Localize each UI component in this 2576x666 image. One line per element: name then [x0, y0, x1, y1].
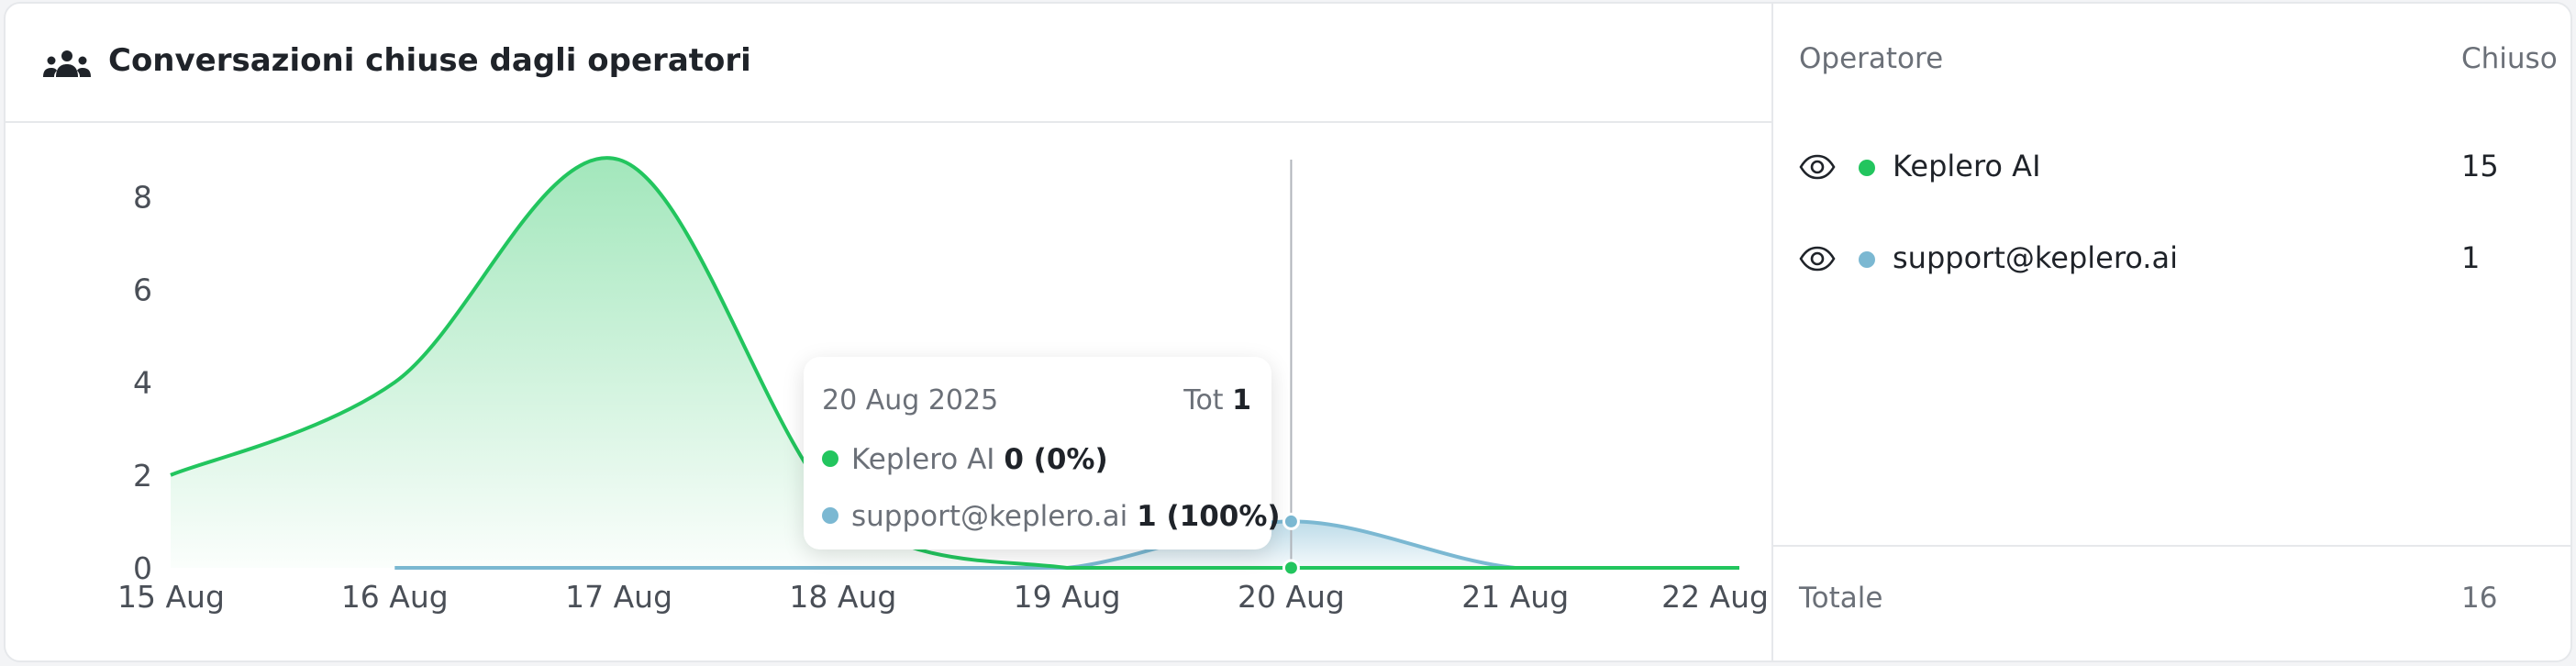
- x-tick-label: 22 Aug: [1661, 579, 1769, 615]
- series-area: [171, 158, 1739, 568]
- table-row: Keplero AI 15: [1773, 141, 2570, 205]
- tooltip-row: Keplero AI 0 (0%): [822, 443, 1108, 476]
- x-tick-label: 15 Aug: [117, 579, 225, 615]
- eye-icon[interactable]: [1799, 154, 1836, 180]
- y-tick-label: 6: [133, 272, 152, 308]
- series-dot: [822, 450, 838, 467]
- tooltip-series-value: 1 (100%): [1137, 500, 1281, 533]
- tooltip-series-name: support@keplero.ai: [851, 500, 1128, 533]
- chart-svg: 0 2 4 6 8 15 Aug 16 Aug 17 Aug 18 Aug 19 Aug 20 A…: [117, 156, 1769, 615]
- x-tick-label: 18 Aug: [789, 579, 896, 615]
- col-header-operator: Operatore: [1799, 42, 1944, 75]
- tooltip-row: support@keplero.ai 1 (100%): [822, 500, 1281, 533]
- tooltip-series-value: 0 (0%): [1004, 443, 1108, 476]
- series-dot: [822, 506, 838, 524]
- x-tick-label: 17 Aug: [565, 579, 672, 615]
- page-title: Conversazioni chiuse dagli operatori: [108, 42, 751, 79]
- x-tick-label: 16 Aug: [341, 579, 449, 615]
- table-footer: Totale 16: [1773, 545, 2570, 660]
- series-area: [394, 521, 1740, 568]
- card-header: Conversazioni chiuse dagli operatori: [6, 4, 1771, 123]
- operator-name: support@keplero.ai: [1893, 240, 2178, 275]
- y-tick-label: 2: [133, 458, 152, 494]
- operators-card: Conversazioni chiuse dagli operatori 0 2 4…: [4, 2, 2572, 662]
- chart-panel: Conversazioni chiuse dagli operatori 0 2 4…: [6, 4, 1771, 660]
- area-chart: 0 2 4 6 8 15 Aug 16 Aug 17 Aug 18 Aug 19 Aug 20 A…: [6, 123, 1771, 660]
- tooltip-total-value: 1: [1232, 384, 1251, 416]
- operator-closed-count: 15: [2461, 149, 2499, 183]
- chart-tooltip: 20 Aug 2025 Tot 1 Keplero AI 0 (0%) supp…: [804, 357, 1281, 549]
- operator-name: Keplero AI: [1893, 149, 2041, 183]
- table-header: Operatore Chiuso: [1773, 4, 2570, 123]
- y-tick-label: 8: [133, 179, 152, 215]
- total-value: 16: [2461, 582, 2498, 615]
- series-dot: [1859, 251, 1875, 268]
- total-label: Totale: [1799, 582, 1883, 615]
- tooltip-total-label: Tot: [1183, 384, 1224, 416]
- hover-point: [1282, 512, 1300, 530]
- tooltip-date: 20 Aug 2025: [822, 384, 999, 416]
- x-tick-label: 20 Aug: [1238, 579, 1345, 615]
- users-group-icon: [43, 50, 91, 77]
- y-tick-label: 4: [133, 365, 152, 401]
- series-dot: [1859, 160, 1875, 176]
- x-tick-label: 19 Aug: [1014, 579, 1121, 615]
- operators-table: Operatore Chiuso Keplero AI 15 support@k…: [1771, 4, 2570, 660]
- tooltip-series-name: Keplero AI: [851, 443, 995, 476]
- tooltip-total: Tot 1: [1183, 384, 1251, 416]
- col-header-closed: Chiuso: [2461, 42, 2558, 75]
- eye-icon[interactable]: [1799, 246, 1836, 272]
- operator-closed-count: 1: [2461, 240, 2481, 275]
- hover-point: [1282, 559, 1300, 577]
- table-row: support@keplero.ai 1: [1773, 233, 2570, 297]
- x-tick-label: 21 Aug: [1461, 579, 1569, 615]
- y-tick-label: 0: [133, 550, 152, 586]
